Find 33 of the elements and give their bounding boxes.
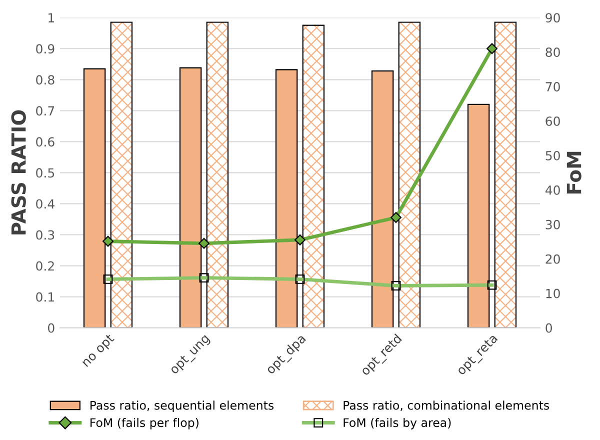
y-tick-label: 0.3 bbox=[36, 230, 54, 240]
point bbox=[486, 43, 498, 54]
y2-tick-label: 0 bbox=[546, 323, 552, 333]
y-tick-label: 0.5 bbox=[36, 168, 54, 178]
y-tick-label: 0 bbox=[48, 323, 54, 333]
y2-tick-label: 50 bbox=[546, 150, 560, 160]
point bbox=[294, 234, 306, 246]
y2-tick-label: 80 bbox=[546, 48, 560, 57]
y2-axis-title: FoM bbox=[566, 152, 582, 194]
y-tick-label: 0.8 bbox=[36, 75, 54, 85]
y2-tick-label: 10 bbox=[546, 288, 560, 298]
y-tick-label: 0.4 bbox=[36, 199, 54, 209]
y-tick-label: 0.7 bbox=[36, 106, 54, 116]
legend-label: Pass ratio, combinational elements bbox=[344, 400, 550, 411]
y2-tick-label: 20 bbox=[546, 254, 560, 264]
legend-label: FoM (fails by area) bbox=[344, 418, 451, 430]
y2-tick-label: 30 bbox=[546, 220, 560, 230]
y-tick-label: 1 bbox=[48, 13, 54, 22]
y-axis-title: PASS RATIO bbox=[11, 110, 26, 234]
y2-tick-label: 70 bbox=[546, 82, 560, 92]
legend-label: Pass ratio, sequential elements bbox=[90, 400, 274, 412]
y-tick-label: 0.9 bbox=[36, 44, 54, 54]
legend-label: FoM (fails per flop) bbox=[90, 418, 198, 430]
y-tick-label: 0.2 bbox=[36, 261, 54, 271]
y2-tick-label: 60 bbox=[546, 116, 560, 126]
y-tick-label: 0.6 bbox=[36, 137, 54, 147]
point bbox=[102, 236, 114, 247]
point bbox=[198, 238, 210, 249]
x-tick-label: no opt bbox=[81, 333, 116, 369]
y2-tick-label: 40 bbox=[545, 185, 560, 195]
point bbox=[390, 212, 402, 223]
y2-tick-label: 90 bbox=[546, 13, 560, 23]
y-tick-label: 0.1 bbox=[36, 292, 54, 302]
